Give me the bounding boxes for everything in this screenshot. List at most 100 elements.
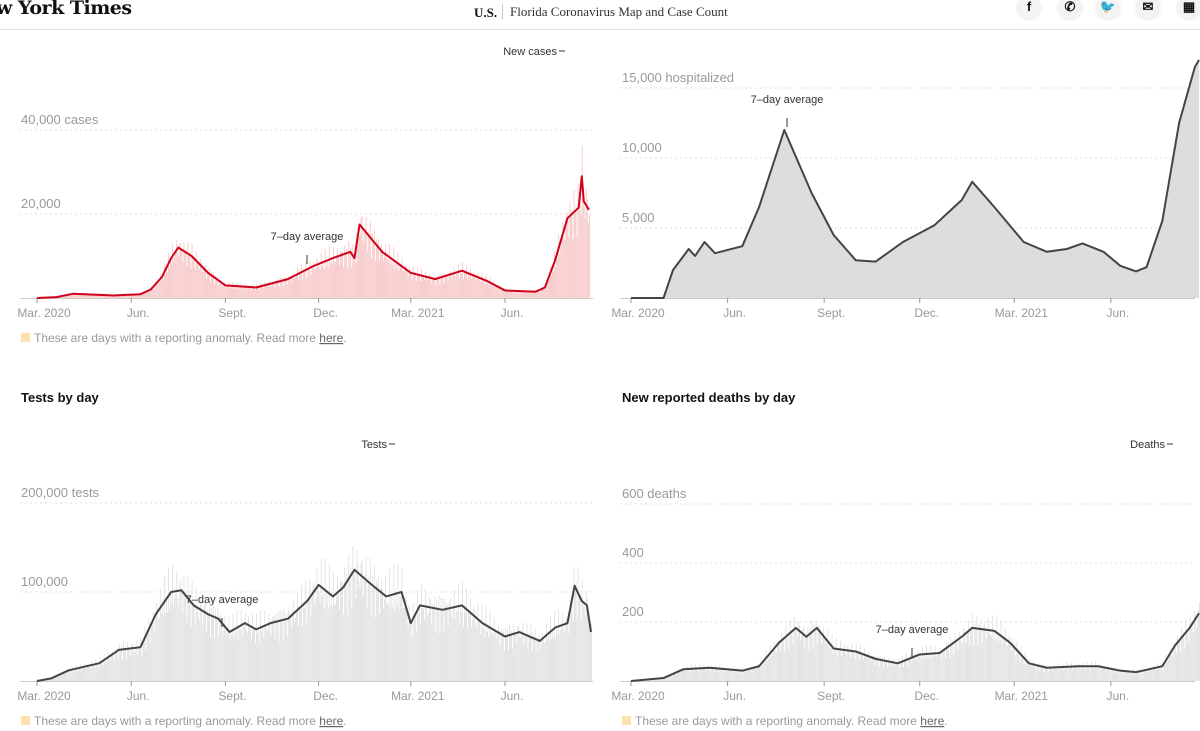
tests-daily-bar xyxy=(414,612,416,681)
tests-daily-bar xyxy=(276,620,278,681)
deaths-daily-bar xyxy=(900,663,902,681)
tests-x-tick-label: Mar. 2021 xyxy=(391,689,445,703)
tests-daily-bar xyxy=(233,641,235,681)
tests-daily-bar xyxy=(478,620,480,681)
deaths-daily-bar xyxy=(1108,666,1110,681)
cases-daily-bar xyxy=(146,290,148,298)
cases-daily-bar xyxy=(133,294,135,298)
tests-daily-bar xyxy=(225,630,227,681)
read-more-link[interactable]: here xyxy=(920,714,944,728)
cases-daily-bar xyxy=(95,293,97,298)
tests-daily-bar xyxy=(228,616,230,681)
cases-daily-bar xyxy=(362,241,364,298)
deaths-daily-bar xyxy=(1127,670,1129,681)
deaths-avg-annotation: 7–day average xyxy=(876,624,949,636)
cases-daily-bar xyxy=(485,274,487,298)
cases-daily-bar xyxy=(165,274,166,298)
deaths-daily-bar xyxy=(1040,664,1042,681)
cases-daily-bar xyxy=(442,273,444,298)
tests-daily-bar xyxy=(285,613,287,681)
cases-daily-bar xyxy=(214,284,216,298)
cases-daily-bar xyxy=(220,280,222,298)
nyt-logo[interactable]: w York Times xyxy=(0,0,132,19)
tests-daily-bar xyxy=(457,583,459,681)
tests-daily-bar xyxy=(136,640,138,681)
cases-daily-bar xyxy=(521,290,523,298)
cases-daily-bar xyxy=(574,214,576,298)
tests-daily-bar xyxy=(394,612,396,681)
cases-daily-bar xyxy=(135,294,137,298)
tests-daily-bar xyxy=(304,607,306,681)
cases-daily-bar xyxy=(369,221,371,298)
tests-daily-bar xyxy=(315,598,317,681)
tests-daily-bar xyxy=(261,631,263,681)
tests-daily-bar xyxy=(503,650,505,681)
deaths-daily-bar xyxy=(803,626,805,681)
deaths-daily-bar xyxy=(820,628,821,681)
cases-daily-bar xyxy=(251,289,252,298)
read-more-link[interactable]: here xyxy=(319,331,343,345)
deaths-daily-bar xyxy=(1163,664,1165,681)
tests-daily-bar xyxy=(76,671,78,681)
tests-daily-bar xyxy=(411,637,413,681)
tests-daily-bar xyxy=(170,594,172,681)
tests-daily-bar xyxy=(555,637,557,681)
tests-daily-bar xyxy=(337,576,338,681)
cases-daily-bar xyxy=(446,273,448,298)
tests-daily-bar xyxy=(357,564,359,681)
deaths-daily-bar xyxy=(1006,644,1008,681)
deaths-daily-bar xyxy=(1084,666,1086,681)
tests-daily-bar xyxy=(519,637,521,681)
tests-daily-bar xyxy=(98,667,100,681)
tests-daily-bar xyxy=(133,651,135,681)
footnote-text: These are days with a reporting anomaly.… xyxy=(34,714,319,728)
cases-daily-bar xyxy=(451,277,453,298)
deaths-daily-bar xyxy=(710,666,712,681)
cases-daily-bar xyxy=(155,281,157,298)
twitter-icon[interactable]: 🐦 xyxy=(1095,0,1121,21)
gift-icon[interactable]: ▦ xyxy=(1176,0,1200,21)
cases-daily-bar xyxy=(406,271,408,298)
deaths-daily-bar xyxy=(762,665,764,681)
deaths-daily-bar xyxy=(1110,666,1112,681)
cases-daily-bar xyxy=(412,266,414,298)
deaths-daily-bar xyxy=(893,659,895,681)
deaths-daily-bar xyxy=(1120,670,1122,681)
cases-daily-bar xyxy=(256,284,258,298)
deaths-daily-bar xyxy=(745,667,747,681)
tests-daily-bar xyxy=(94,668,96,681)
email-icon[interactable]: ✉ xyxy=(1135,0,1161,21)
section-link[interactable]: U.S. xyxy=(474,5,498,20)
deaths-daily-bar xyxy=(647,680,649,681)
cases-daily-bar xyxy=(449,271,451,298)
deaths-daily-bar xyxy=(1194,614,1196,681)
tests-daily-bar xyxy=(393,564,395,681)
tests-daily-bar xyxy=(318,591,320,681)
read-more-link[interactable]: here xyxy=(319,714,343,728)
tests-daily-bar xyxy=(423,608,424,681)
hospitalized-y-tick-label: 10,000 xyxy=(622,140,662,155)
tests-daily-bar xyxy=(154,619,156,681)
tests-daily-bar xyxy=(66,671,68,681)
cases-daily-bar xyxy=(279,278,281,298)
cases-daily-bar xyxy=(281,278,283,298)
cases-daily-bar xyxy=(561,241,563,298)
deaths-daily-bar xyxy=(844,644,846,681)
cases-daily-bar xyxy=(537,290,539,298)
deaths-daily-bar xyxy=(955,641,957,681)
deaths-daily-bar xyxy=(810,633,812,681)
deaths-x-tick-label: Dec. xyxy=(914,689,939,703)
cases-daily-bar xyxy=(570,213,572,298)
deaths-daily-bar xyxy=(1088,666,1090,681)
tests-daily-bar xyxy=(573,567,575,681)
deaths-daily-bar xyxy=(725,669,727,681)
deaths-daily-bar xyxy=(906,653,907,681)
tests-daily-bar xyxy=(275,614,277,681)
deaths-daily-bar xyxy=(1020,645,1022,681)
facebook-icon[interactable]: f xyxy=(1016,0,1042,21)
tests-daily-bar xyxy=(537,637,539,681)
whatsapp-icon[interactable]: ✆ xyxy=(1057,0,1083,21)
cases-daily-bar xyxy=(507,289,508,298)
cases-daily-bar xyxy=(312,263,314,298)
cases-daily-bar xyxy=(154,285,156,298)
